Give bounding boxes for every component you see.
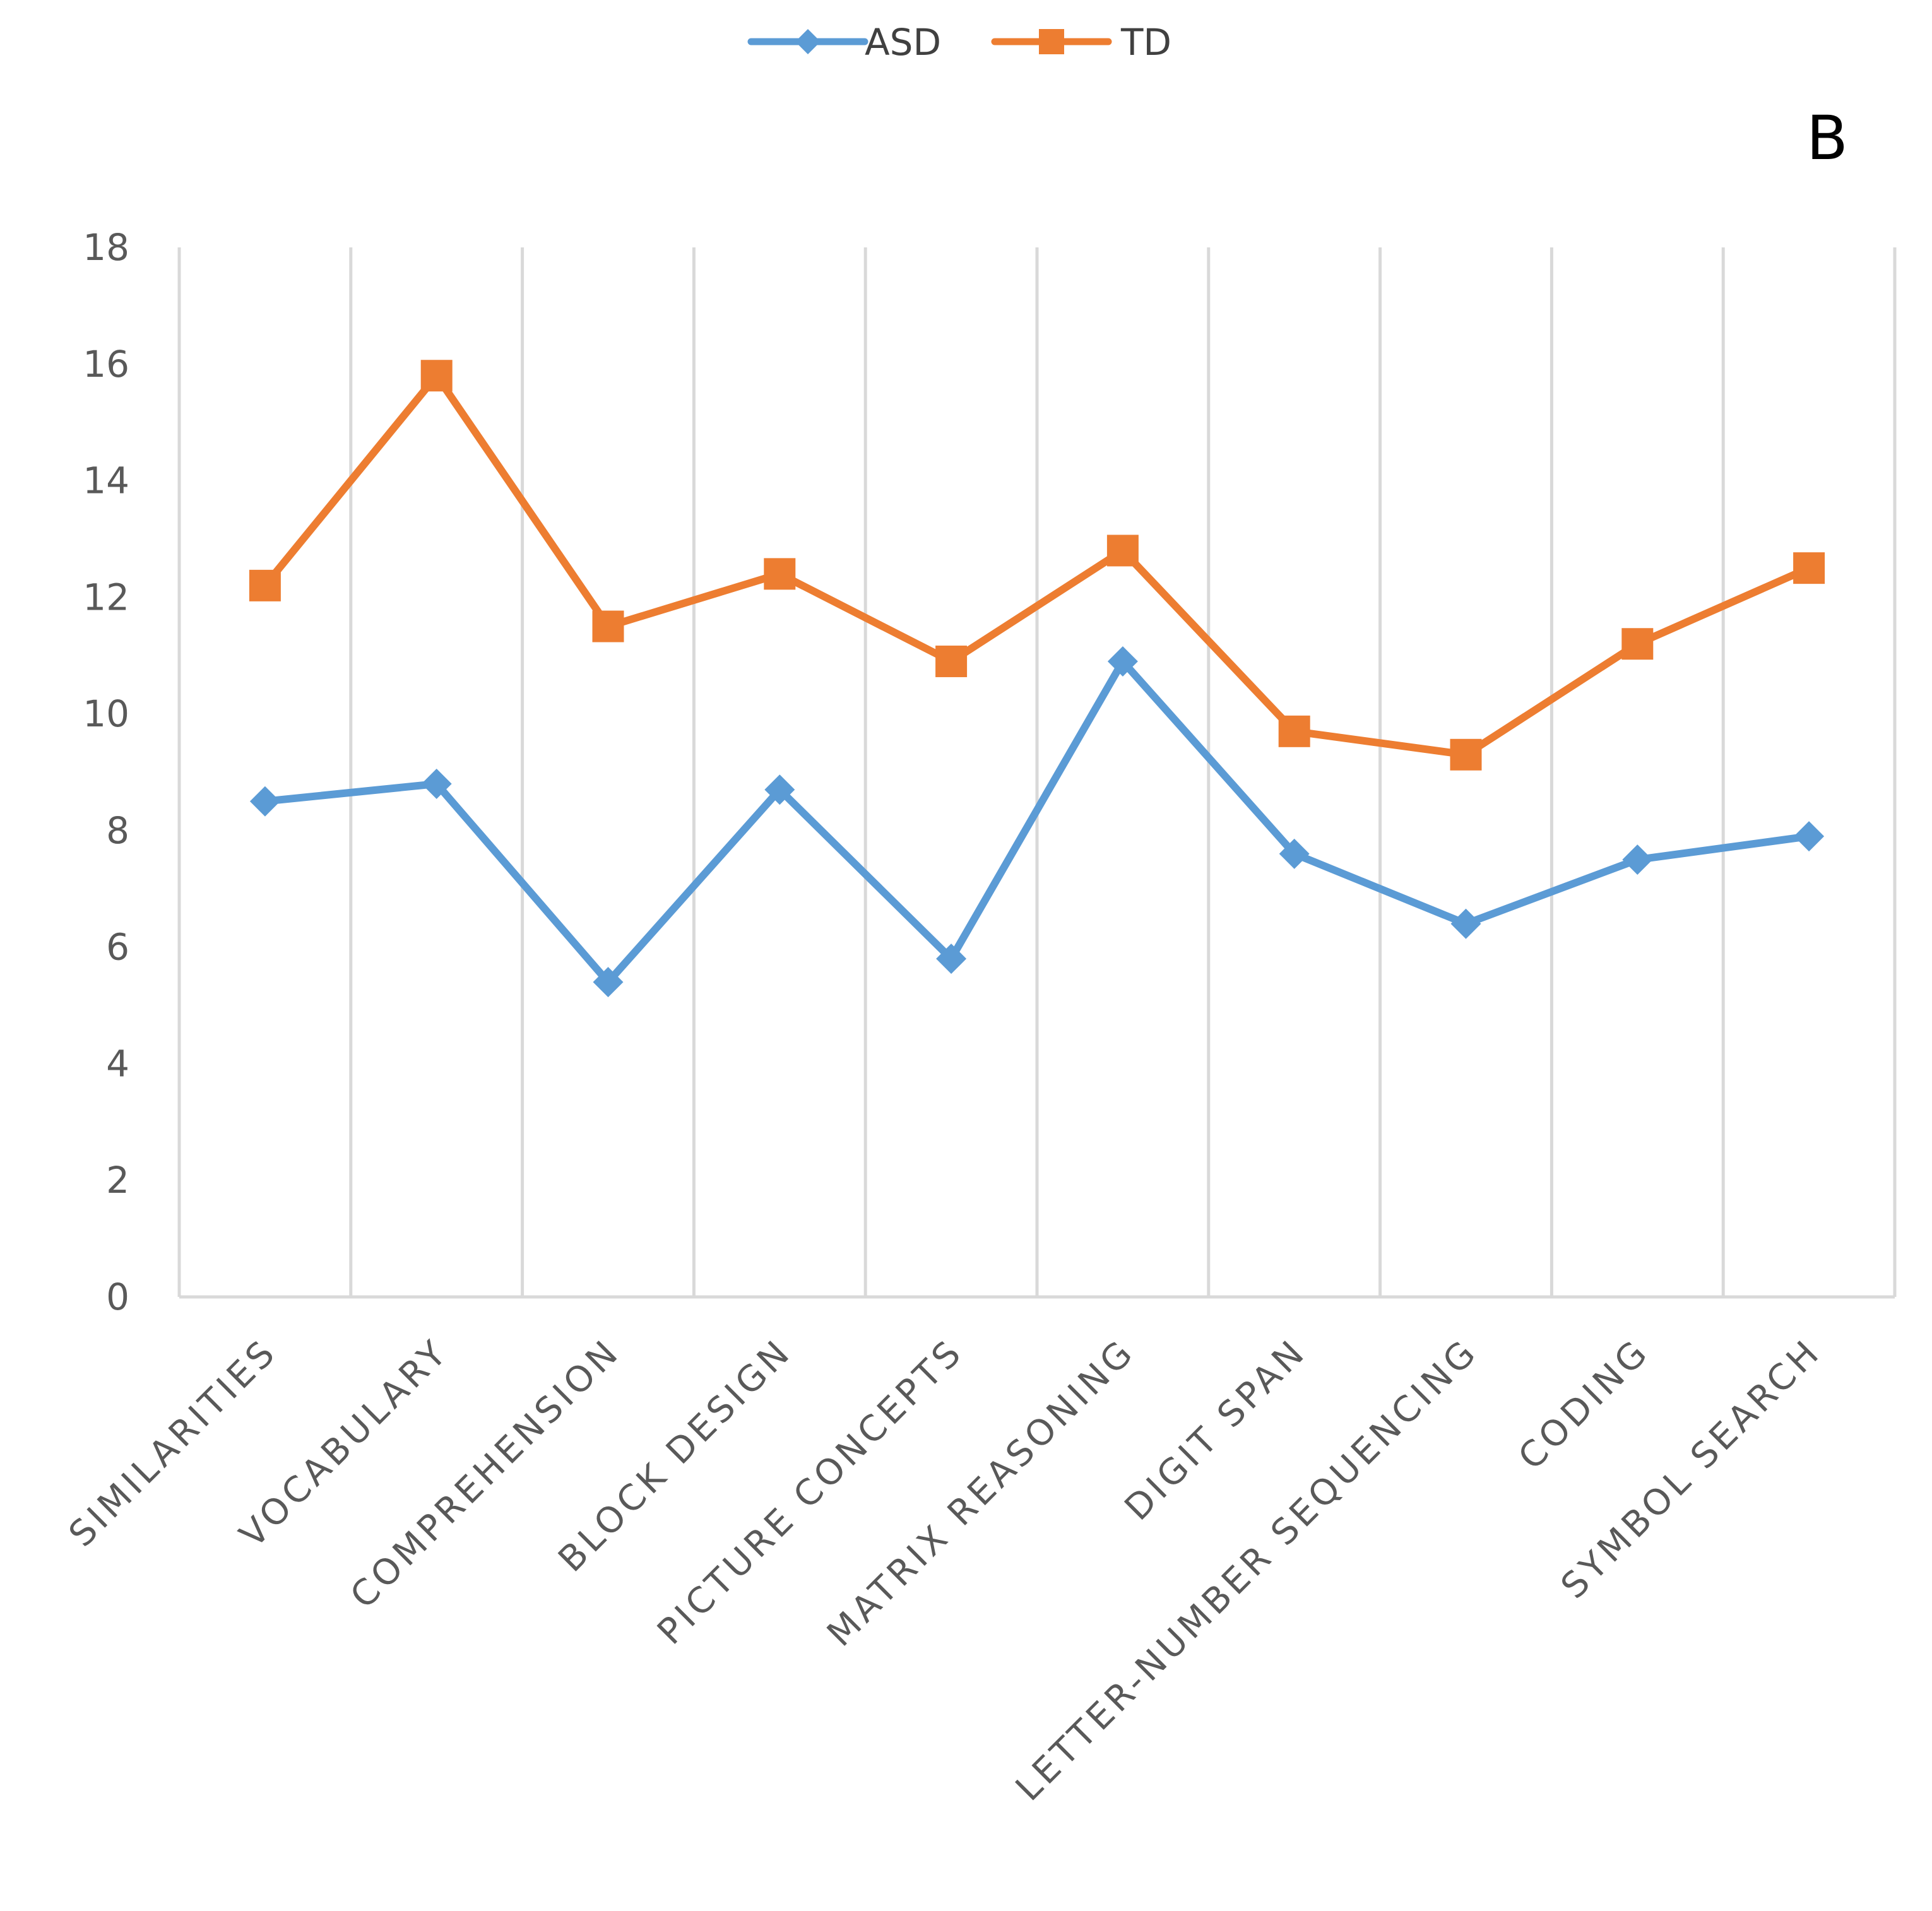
data-point-asd-vocabulary xyxy=(421,768,452,799)
data-point-asd-comprehension xyxy=(593,967,624,998)
data-point-td-picture-concepts xyxy=(935,645,968,677)
data-point-td-block-design xyxy=(764,558,796,590)
y-tick-label: 10 xyxy=(83,692,129,735)
legend-asd-label: ASD xyxy=(865,21,941,64)
y-tick-label: 0 xyxy=(106,1275,129,1318)
y-tick-label: 18 xyxy=(83,226,129,269)
data-point-asd-similarities xyxy=(249,786,280,817)
legend-td-marker xyxy=(1039,29,1064,54)
data-point-asd-matrix-reasoning xyxy=(1107,646,1138,677)
series-line-td xyxy=(261,372,1813,759)
data-point-asd-picture-concepts xyxy=(936,944,967,974)
y-tick-label: 6 xyxy=(106,926,129,969)
data-point-td-letter-number-sequencing xyxy=(1450,738,1482,771)
y-tick-label: 12 xyxy=(83,576,129,618)
data-point-asd-digit-span xyxy=(1279,838,1310,869)
x-tick-label-digit-span: DIGIT SPAN xyxy=(1117,1331,1315,1529)
gridlines xyxy=(177,247,1897,1297)
data-point-asd-symbol-search xyxy=(1794,821,1825,852)
y-axis-ticks: 0 2 4 6 8 10 12 14 16 18 xyxy=(83,226,129,1318)
data-point-asd-block-design xyxy=(764,774,795,805)
x-axis-ticks: SIMILARITIESVOCABULARYCOMPREHENSIONBLOCK… xyxy=(61,1331,1829,1809)
data-point-td-vocabulary xyxy=(420,360,453,392)
data-point-td-coding xyxy=(1621,628,1654,660)
data-point-asd-letter-number-sequencing xyxy=(1450,908,1481,939)
legend-item-asd: ASD xyxy=(747,21,941,64)
legend-asd-marker xyxy=(795,29,821,54)
x-tick-label-picture-concepts: PICTURE CONCEPTS xyxy=(649,1331,971,1653)
data-point-td-digit-span xyxy=(1278,715,1310,747)
legend-item-td: TD xyxy=(991,21,1171,64)
x-tick-label-matrix-reasoning: MATRIX REASONING xyxy=(819,1331,1143,1655)
data-point-td-comprehension xyxy=(592,610,624,642)
data-point-td-similarities xyxy=(249,569,281,601)
x-tick-label-coding: CODING xyxy=(1510,1331,1657,1478)
y-tick-label: 2 xyxy=(106,1159,129,1202)
data-point-asd-coding xyxy=(1622,844,1653,875)
y-tick-label: 14 xyxy=(83,459,129,502)
series-lines xyxy=(261,372,1813,986)
plot-area: 0 2 4 6 8 10 12 14 16 18 SIMILARITIESVOCABULARYCO… xyxy=(61,226,1897,1809)
series-line-asd xyxy=(261,657,1813,986)
data-point-td-symbol-search xyxy=(1793,552,1825,584)
series-markers xyxy=(249,360,1825,998)
y-tick-label: 4 xyxy=(106,1042,129,1085)
y-tick-label: 16 xyxy=(83,343,129,386)
data-point-td-matrix-reasoning xyxy=(1106,535,1139,567)
legend-td-label: TD xyxy=(1120,21,1171,64)
y-tick-label: 8 xyxy=(106,809,129,852)
panel-label: B xyxy=(1806,103,1848,174)
legend: ASD TD xyxy=(747,21,1171,64)
